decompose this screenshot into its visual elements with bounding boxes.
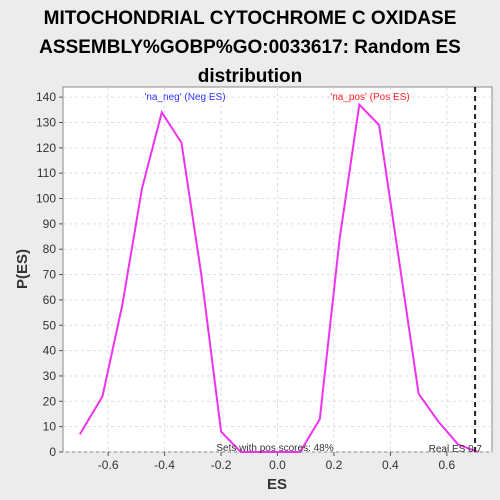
y-tick-label: 0 — [49, 445, 56, 459]
y-tick-label: 130 — [36, 115, 56, 129]
y-tick-label: 120 — [36, 141, 56, 155]
neg-es-label: 'na_neg' (Neg ES) — [144, 92, 225, 103]
y-tick-label: 110 — [37, 166, 56, 180]
x-axis-label: ES — [267, 476, 287, 493]
grid — [63, 87, 492, 453]
y-axis-label: P(ES) — [14, 249, 31, 289]
chart-title-line-2: ASSEMBLY%GOBP%GO:0033617: Random ES — [39, 37, 461, 58]
x-tick-label: -0.2 — [211, 458, 232, 472]
x-tick-label: 0.2 — [326, 458, 343, 472]
y-tick-label: 50 — [43, 318, 57, 332]
ticks: 0 10 20 30 40 50 60 70 80 90 100 110 120 130 140 -0.6 -0… — [36, 90, 456, 472]
y-tick-label: 80 — [43, 242, 57, 256]
y-tick-label: 90 — [43, 217, 57, 231]
x-tick-label: -0.6 — [98, 458, 119, 472]
pos-scores-note: Sets with pos scores: 48% — [216, 443, 333, 454]
pos-es-label: 'na_pos' (Pos ES) — [330, 92, 409, 103]
y-tick-label: 100 — [36, 192, 56, 206]
y-tick-label: 10 — [43, 420, 57, 434]
real-es-label: Real ES 0.7 — [429, 444, 483, 455]
chart-title-line-3: distribution — [197, 66, 303, 87]
y-tick-label: 30 — [43, 369, 57, 383]
x-tick-label: 0.0 — [269, 458, 286, 472]
x-tick-label: 0.6 — [438, 458, 455, 472]
y-tick-label: 140 — [36, 90, 56, 104]
y-tick-label: 40 — [43, 344, 57, 358]
y-tick-label: 20 — [43, 394, 57, 408]
chart-title-line-1: MITOCHONDRIAL CYTOCHROME C OXIDASE — [43, 8, 457, 29]
chart-title: MITOCHONDRIAL CYTOCHROME C OXIDASE ASSEM… — [0, 4, 500, 91]
x-tick-label: 0.4 — [382, 458, 399, 472]
x-tick-label: -0.4 — [154, 458, 175, 472]
y-tick-label: 70 — [43, 268, 57, 282]
es-distribution-line — [79, 102, 479, 453]
y-tick-label: 60 — [43, 293, 57, 307]
